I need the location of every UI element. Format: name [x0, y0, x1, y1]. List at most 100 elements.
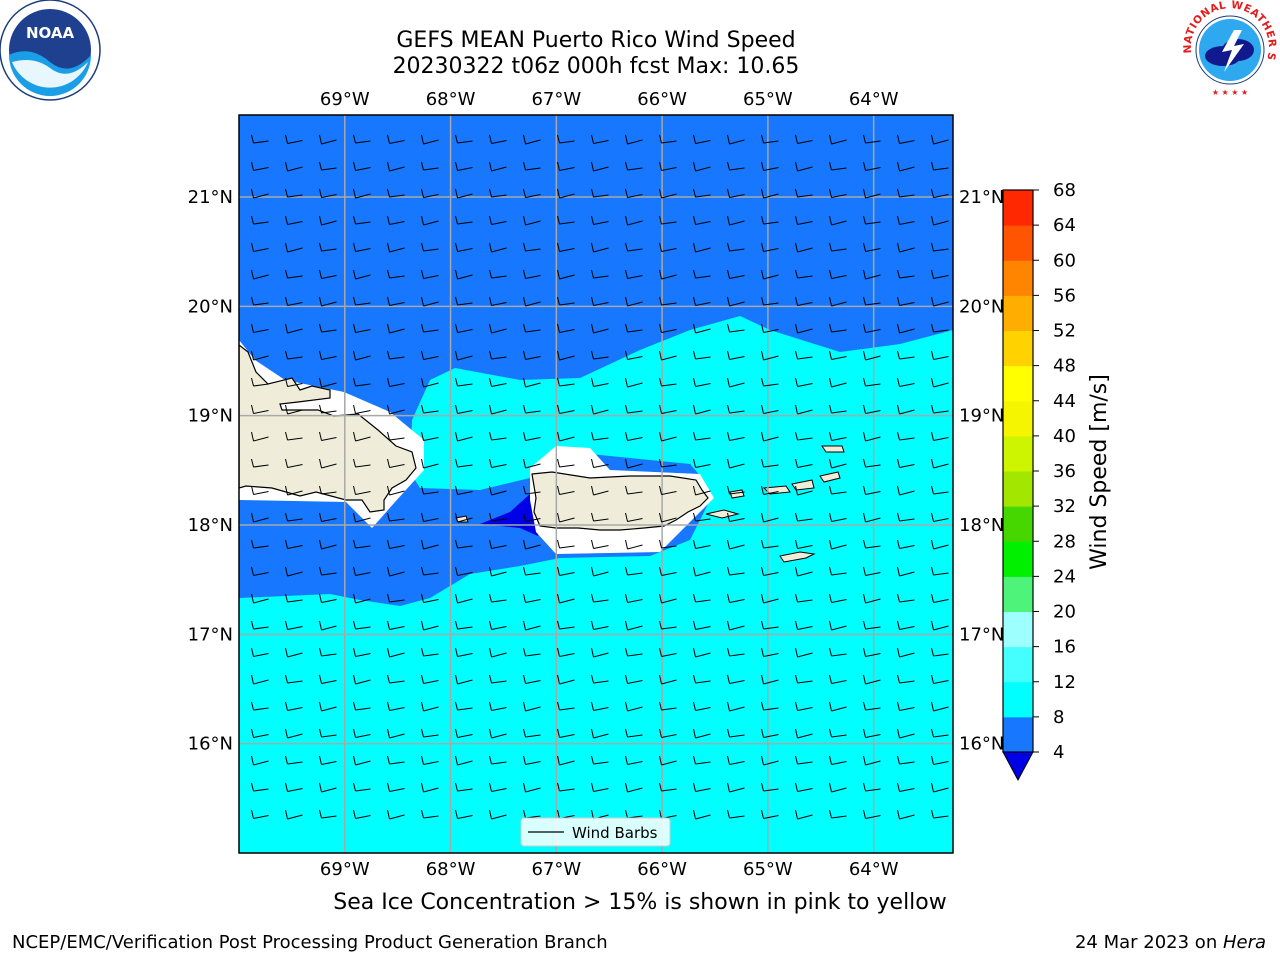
wind-barb [829, 647, 847, 657]
wind-barb [319, 188, 337, 198]
wind-barb [795, 701, 813, 711]
wind-barb [489, 134, 507, 144]
wind-barb [761, 701, 779, 711]
wind-barb [285, 323, 303, 334]
wind-barb [455, 674, 473, 685]
wind-barb [455, 296, 473, 306]
land-st-john [791, 479, 815, 491]
wind-barb [863, 782, 881, 792]
wind-barb [591, 485, 609, 496]
footer-credit: NCEP/EMC/Verification Post Processing Pr… [12, 932, 608, 953]
lat-label: 16°N [188, 734, 233, 755]
wind-barb [557, 701, 575, 711]
wind-barb [931, 512, 949, 522]
wind-barb [625, 566, 643, 576]
wind-barb [421, 485, 439, 495]
wind-barb [693, 350, 711, 360]
wind-barb [523, 350, 541, 360]
wind-barb [557, 377, 575, 387]
wind-barb [421, 188, 439, 198]
wind-barb [897, 377, 915, 387]
wind-barb [761, 485, 779, 495]
wind-barb [693, 728, 711, 739]
wind-barb [931, 620, 949, 631]
wind-barb [319, 512, 337, 522]
wind-barb [693, 134, 711, 144]
wind-barb [659, 242, 677, 252]
wind-barb [421, 620, 439, 631]
wind-barb [285, 539, 303, 549]
wind-barb [829, 323, 847, 333]
wind-barb [761, 755, 779, 766]
colorbar-segment [1003, 716, 1033, 753]
wind-barb [795, 755, 813, 765]
wind-barb [727, 215, 745, 226]
wind-barb [421, 566, 439, 576]
wind-barb [931, 701, 949, 712]
wind-barb [659, 161, 677, 171]
wind-barb [557, 134, 575, 144]
wind-barb [931, 647, 949, 657]
wind-barb [693, 242, 711, 253]
wind-barb [523, 134, 541, 145]
wind-barb [727, 134, 745, 145]
land-vieques [705, 509, 740, 519]
footer-date: 24 Mar 2023 on Hera [1075, 932, 1266, 953]
wind-barb [659, 188, 677, 199]
wind-barb [285, 296, 303, 306]
wind-barb [897, 134, 915, 144]
wind-barb [387, 242, 405, 253]
footer-host: Hera [1222, 932, 1266, 953]
wind-barb [319, 782, 337, 793]
wind-barb [727, 188, 745, 198]
wind-barb [659, 215, 677, 225]
wind-barb [863, 404, 881, 414]
wind-barb [591, 593, 609, 603]
wind-barb [761, 782, 779, 792]
wind-barb [659, 674, 677, 685]
wind-barb [727, 161, 745, 171]
wind-barb [557, 404, 575, 414]
wind-barb [523, 296, 541, 307]
wind-barb [557, 566, 575, 576]
wind-barb [387, 431, 405, 441]
wind-barb [795, 782, 813, 792]
wind-barb [285, 431, 303, 441]
wind-barb [625, 674, 643, 684]
map-title: GEFS MEAN Puerto Rico Wind Speed [396, 28, 796, 53]
colorbar-segment [1003, 260, 1033, 296]
wind-barb [829, 431, 847, 441]
wind-barb [557, 296, 575, 306]
wind-barb [829, 296, 847, 307]
wind-barb [285, 701, 303, 711]
wind-barb [353, 188, 371, 199]
wind-barb [829, 782, 847, 793]
wind-barb [897, 242, 915, 253]
wind-barb [863, 350, 881, 361]
wind-barb [523, 674, 541, 684]
wind-barb [625, 296, 643, 307]
wind-barb [353, 350, 371, 361]
lat-label: 20°N [959, 296, 1004, 317]
wind-barb [591, 458, 609, 468]
wind-barb [319, 323, 337, 333]
wind-barb [863, 593, 881, 604]
wind-barb [625, 431, 643, 441]
wind-barb [387, 350, 405, 360]
wind-barb [897, 755, 915, 765]
wind-barb [353, 134, 371, 144]
wind-barb [421, 809, 439, 819]
colorbar-segment [1003, 295, 1033, 331]
colorbar-segment [1003, 225, 1033, 261]
wind-barb [319, 269, 337, 279]
wind-barb [659, 350, 677, 361]
wind-barb [251, 539, 269, 549]
wind-barb [625, 539, 643, 550]
wind-barb [761, 161, 779, 171]
wind-barb [795, 134, 813, 144]
wind-barb [863, 566, 881, 576]
wind-barb [455, 485, 473, 495]
wind-barb [455, 188, 473, 199]
wind-barb [761, 269, 779, 280]
wind-barb [387, 782, 405, 792]
